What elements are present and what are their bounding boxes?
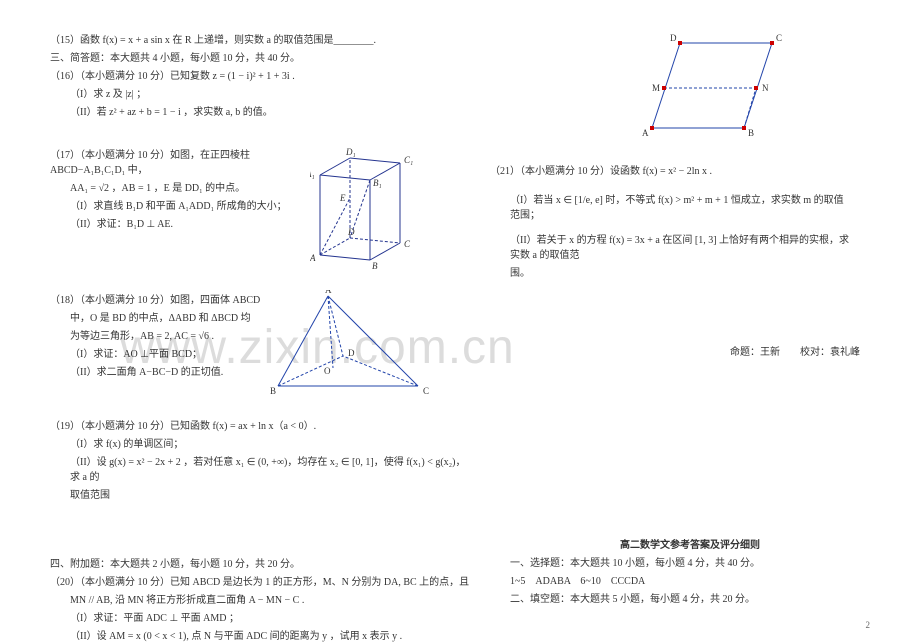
svg-text:B: B	[748, 128, 754, 138]
q19-ii-b: 取值范围	[50, 488, 470, 503]
figure-17: A B C D A₁ B₁ C₁ D₁ E	[310, 145, 420, 278]
q18-a: 中，O 是 BD 的中点，ΔABD 和 ΔBCD 均	[50, 311, 270, 326]
svg-text:A: A	[325, 290, 332, 295]
section4-heading: 四、附加题：本大题共 2 小题，每小题 10 分，共 20 分。	[50, 557, 470, 572]
q19-i: （I）求 f(x) 的单调区间；	[50, 437, 470, 452]
q18-ii: （II）求二面角 A−BC−D 的正切值.	[50, 365, 270, 380]
ans-sec2: 二、填空题：本大题共 5 小题，每小题 4 分，共 20 分。	[510, 592, 870, 607]
q17-ii: （II）求证：B₁D ⊥ AE.	[50, 217, 310, 232]
q20: （20）（本小题满分 10 分）已知 ABCD 是边长为 1 的正方形，M、N …	[50, 575, 470, 590]
q17: （17）（本小题满分 10 分）如图，在正四棱柱 ABCD−A₁B₁C₁D₁ 中…	[50, 148, 310, 178]
page: （15）函数 f(x) = x + a sin x 在 R 上递增，则实数 a …	[0, 0, 920, 638]
left-column: （15）函数 f(x) = x + a sin x 在 R 上递增，则实数 a …	[50, 30, 470, 628]
svg-text:C: C	[776, 33, 782, 43]
svg-text:E: E	[339, 193, 346, 203]
svg-text:A₁: A₁	[310, 169, 315, 179]
prism-svg: A B C D A₁ B₁ C₁ D₁ E	[310, 145, 420, 275]
figure-20: A B C D M N	[640, 30, 850, 143]
q18: （18）（本小题满分 10 分）如图，四面体 ABCD	[50, 293, 270, 308]
svg-text:B: B	[372, 261, 378, 271]
svg-text:B₁: B₁	[373, 178, 382, 188]
svg-text:D: D	[670, 33, 677, 43]
svg-text:D: D	[347, 227, 355, 237]
tetra-svg: A B C D O	[270, 290, 430, 395]
section3-heading: 三、简答题：本大题共 4 小题，每小题 10 分，共 40 分。	[50, 51, 470, 66]
q17-i: （I）求直线 B₁D 和平面 A₁ADD₁ 所成角的大小；	[50, 199, 310, 214]
q18-i: （I）求证：AO ⊥平面 BCD；	[50, 347, 270, 362]
q21-ii-b: 围。	[490, 266, 850, 281]
svg-text:B: B	[270, 386, 276, 395]
svg-text:C: C	[423, 386, 429, 395]
svg-text:C: C	[404, 239, 411, 249]
svg-text:O: O	[324, 366, 331, 376]
svg-text:D: D	[348, 348, 355, 358]
q15: （15）函数 f(x) = x + a sin x 在 R 上递增，则实数 a …	[50, 33, 470, 48]
svg-text:A: A	[310, 253, 316, 263]
svg-text:C₁: C₁	[404, 155, 413, 165]
q21: （21）（本小题满分 10 分）设函数 f(x) = x² − 2ln x .	[490, 164, 850, 179]
q19: （19）（本小题满分 10 分）已知函数 f(x) = ax + ln x（a …	[50, 419, 470, 434]
square-fold-svg: A B C D M N	[640, 30, 790, 140]
q16: （16）（本小题满分 10 分）已知复数 z = (1 − i)² + 1 + …	[50, 69, 470, 84]
q21-i: （I）若当 x ∈ [1/e, e] 时，不等式 f(x) > m² + m +…	[490, 193, 850, 223]
q17-a: AA₁ = √2 ，AB = 1 ，E 是 DD₁ 的中点。	[50, 181, 310, 196]
svg-text:N: N	[762, 83, 769, 93]
credits: 命题：王新 校对：袁礼峰	[730, 343, 860, 358]
q19-ii: （II）设 g(x) = x² − 2x + 2 ，若对任意 x₁ ∈ (0, …	[50, 455, 470, 485]
q16-i: （I）求 z 及 |z| ；	[50, 87, 470, 102]
svg-text:D₁: D₁	[345, 147, 356, 157]
q16-ii: （II）若 z² + az + b = 1 − i ，求实数 a, b 的值。	[50, 105, 470, 120]
q20-a: MN // AB, 沿 MN 将正方形折成直二面角 A − MN − C .	[50, 593, 470, 608]
figure-18: A B C D O	[270, 290, 430, 398]
answer-title: 高二数学文参考答案及评分细则	[510, 538, 870, 553]
q20-i: （I）求证：平面 ADC ⊥ 平面 AMD ；	[50, 611, 470, 626]
q18-b: 为等边三角形，AB = 2, AC = √6 .	[50, 329, 270, 344]
ans-row1: 1~5 ADABA 6~10 CCCDA	[510, 574, 870, 589]
ans-sec1: 一、选择题：本大题共 10 小题，每小题 4 分，共 40 分。	[510, 556, 870, 571]
q21-ii: （II）若关于 x 的方程 f(x) = 3x + a 在区间 [1, 3] 上…	[490, 233, 850, 263]
svg-text:A: A	[642, 128, 649, 138]
q20-ii: （II）设 AM = x (0 < x < 1), 点 N 与平面 ADC 间的…	[50, 629, 470, 644]
svg-text:M: M	[652, 83, 660, 93]
right-column: A B C D M N （21）（本小题满分 10 分）设函数 f(x) = x² − 2…	[470, 30, 850, 628]
